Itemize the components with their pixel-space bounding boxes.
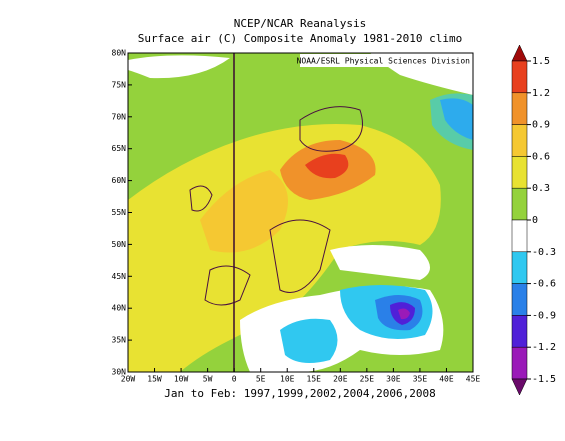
y-tick-label: 55N [112,208,127,217]
colorbar-label: 0.6 [532,151,550,162]
x-tick-label: 20E [333,375,348,384]
colorbar: 1.5 1.2 0.9 0.6 0.3 0 -0.3 -0.6 -0.9 -1.2 -1.5 [511,44,556,396]
x-tick-label: 45E [466,375,481,384]
title: NCEP/NCAR Reanalysis [234,17,366,30]
colorbar-bin [511,283,528,316]
y-tick-label: 60N [112,176,127,185]
colorbar-label: 0.9 [532,120,550,131]
colorbar-cap [511,378,528,396]
field-white [330,245,430,280]
colorbar-bin [511,219,528,253]
y-tick-label: 80N [112,49,127,58]
footer: Jan to Feb: 1997,1999,2002,2004,2006,200… [164,387,436,400]
axes: 20W 15W 10W 5W 0 5E 10E 15E 20E 25E 30E 35E 40E 45E 80… [112,49,481,384]
colorbar-bin [511,251,528,284]
colorbar-label: 1.2 [532,88,550,99]
x-tick-label: 40E [439,375,454,384]
x-tick-label: 25E [360,375,375,384]
credit: NOAA/ESRL Physical Sciences Division [297,57,471,66]
credit-box [300,54,472,67]
field-cyan [280,318,338,364]
colorbar-bin [511,315,528,348]
subtitle: Surface air (C) Composite Anomaly 1981-2… [138,32,463,45]
x-tick-label: 5W [203,375,213,384]
field-red [305,153,349,179]
colorbar-label: 0.3 [532,183,550,194]
coastline [189,106,363,306]
colorbar-bin [511,187,528,221]
y-tick-label: 75N [112,80,127,89]
colorbar-bin [511,60,528,94]
colorbar-bin [511,92,528,125]
x-tick-label: 10W [174,375,189,384]
x-tick-label: 15W [147,375,162,384]
y-tick-label: 35N [112,336,127,345]
x-tick-label: 5E [256,375,266,384]
colorbar-label: -1.5 [532,374,556,385]
x-tick-label: 10E [280,375,295,384]
x-tick-label: 0 [232,375,237,384]
y-tick-label: 30N [112,368,127,377]
colorbar-bin [511,156,528,189]
x-tick-label: 35E [413,375,428,384]
y-tick-label: 40N [112,304,127,313]
colorbar-bin [511,124,528,157]
y-tick-label: 50N [112,240,127,249]
colorbar-label: 1.5 [532,56,550,67]
y-tick-label: 70N [112,112,127,121]
field-purple [398,308,410,320]
colorbar-label: -1.2 [532,342,556,353]
colorbar-label: -0.9 [532,310,556,321]
colorbar-cap [511,44,528,62]
y-tick-label: 45N [112,272,127,281]
x-tick-label: 15E [307,375,322,384]
colorbar-label: 0 [532,215,538,226]
x-tick-label: 30E [386,375,401,384]
field-yellow [128,124,441,372]
field-gold [200,170,288,253]
map: NOAA/ESRL Physical Sciences Division [127,52,474,373]
colorbar-label: -0.3 [532,247,556,258]
x-tick-label: 20W [121,375,136,384]
colorbar-label: -0.6 [532,279,556,290]
field-white [128,55,230,79]
field-cyan [430,93,473,150]
y-tick-label: 65N [112,144,127,153]
colorbar-bin [511,346,528,380]
